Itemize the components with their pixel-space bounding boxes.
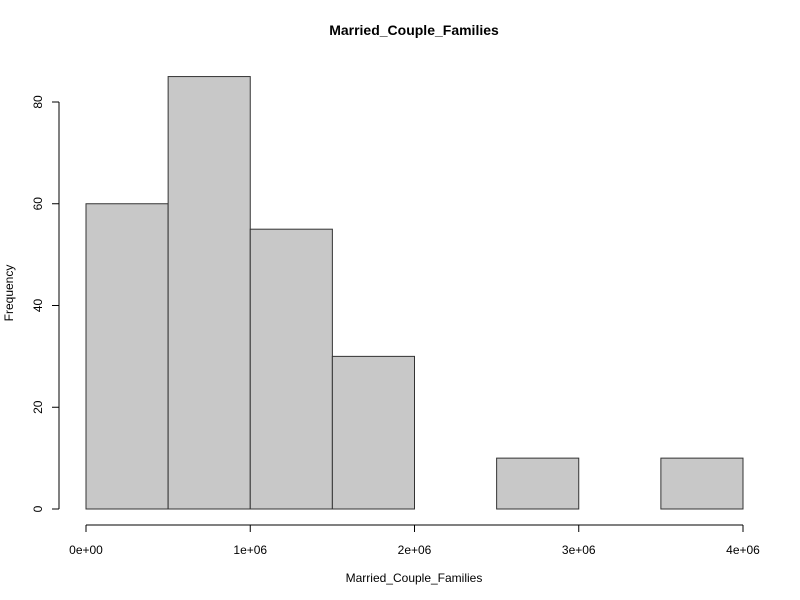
histogram-bar: [496, 457, 580, 510]
x-axis-label: Married_Couple_Families: [346, 571, 483, 585]
histogram-bar: [331, 355, 415, 510]
y-axis-label: Frequency: [2, 265, 16, 322]
y-axis: 0 20 40 60 80: [31, 95, 60, 512]
y-tick-label: 80: [31, 95, 45, 109]
x-tick-label: 2e+06: [398, 543, 432, 557]
bars-group: [85, 76, 744, 510]
y-tick-label: 20: [31, 400, 45, 414]
x-tick-label: 3e+06: [562, 543, 596, 557]
y-tick-label: 40: [31, 299, 45, 313]
y-tick-label: 0: [31, 505, 45, 512]
chart-title: Married_Couple_Families: [329, 22, 499, 38]
histogram-bar: [85, 203, 169, 510]
histogram-bar: [660, 457, 744, 510]
y-tick-label: 60: [31, 197, 45, 211]
x-tick-label: 1e+06: [233, 543, 267, 557]
histogram-bar: [249, 228, 333, 510]
x-axis: 0e+00 1e+06 2e+06 3e+06 4e+06: [69, 524, 760, 557]
x-tick-label: 4e+06: [726, 543, 760, 557]
histogram-bar: [167, 76, 251, 510]
x-tick-label: 0e+00: [69, 543, 103, 557]
